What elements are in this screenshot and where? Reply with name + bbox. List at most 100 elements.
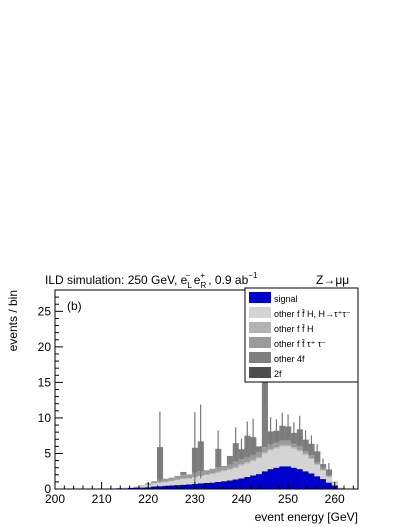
bar-3-17 [209, 468, 216, 474]
x-tick-label: 230 [185, 492, 205, 506]
bar-0-19 [221, 481, 228, 489]
bar-1-26 [261, 453, 268, 472]
x-tick-label: 220 [138, 492, 158, 506]
bar-0-26 [261, 471, 268, 489]
bar-1-30 [285, 446, 292, 467]
y-tick-label: 20 [38, 340, 52, 354]
bar-3-37 [325, 475, 333, 477]
bar-0-7 [151, 486, 158, 489]
bar-3-11 [174, 475, 181, 480]
bar-0-30 [285, 466, 292, 489]
bar-3-26 [261, 447, 268, 453]
bar-3-5 [139, 485, 146, 487]
bar-0-17 [209, 482, 216, 489]
bar-2-21 [232, 466, 239, 469]
title-sub-r: R [200, 281, 206, 290]
bar-2-28 [273, 447, 280, 449]
bar-2-24 [250, 459, 257, 462]
bar-2-27 [267, 449, 274, 451]
bar-0-3 [127, 487, 134, 489]
plot-area [110, 351, 344, 489]
bar-1-2 [122, 487, 129, 489]
bar-3-12 [180, 474, 187, 479]
bar-1-19 [221, 471, 228, 482]
bar-2-12 [180, 478, 187, 480]
bar-1-27 [267, 450, 274, 470]
bar-2-19 [221, 470, 228, 472]
bar-1-17 [209, 474, 216, 483]
bar-2-32 [296, 449, 303, 452]
bar-1-32 [296, 451, 303, 470]
legend-entry: other f f̄ H [274, 324, 314, 334]
bar-4-12 [180, 471, 187, 475]
bar-0-21 [232, 479, 239, 489]
bar-1-10 [168, 481, 175, 486]
x-axis-label: event energy [GeV] [255, 510, 358, 524]
legend-entry: other 4f [274, 354, 305, 364]
bar-0-12 [180, 484, 187, 489]
bar-1-3 [127, 487, 134, 488]
y-tick-label: 15 [38, 375, 52, 389]
bar-1-21 [232, 468, 239, 480]
bar-1-39 [337, 487, 344, 489]
bar-3-7 [151, 481, 158, 484]
y-tick-label: 5 [44, 446, 51, 460]
bar-4-26 [261, 378, 268, 448]
bar-3-23 [244, 457, 251, 462]
bar-1-8 [156, 482, 164, 487]
bar-1-25 [256, 458, 263, 475]
bar-3-21 [232, 461, 239, 467]
bar-0-4 [133, 487, 140, 489]
bar-1-29 [279, 446, 286, 467]
bar-1-15 [197, 476, 204, 484]
bar-3-10 [168, 477, 175, 481]
bar-0-15 [197, 483, 204, 489]
title-sup-minus: − [186, 271, 191, 280]
bar-2-34 [308, 458, 315, 460]
bar-2-29 [279, 444, 286, 447]
bar-2-17 [209, 473, 216, 475]
bar-2-22 [238, 464, 245, 466]
bar-1-4 [133, 486, 140, 488]
bar-0-9 [162, 485, 169, 489]
panel-label: (b) [67, 299, 82, 313]
bar-2-16 [203, 474, 210, 476]
bar-1-23 [244, 463, 251, 477]
y-axis-label: events / bin [6, 290, 20, 351]
bar-4-25 [256, 446, 263, 453]
bar-3-38 [331, 481, 338, 483]
bar-2-31 [290, 447, 298, 449]
channel-label: Z→μμ [316, 273, 349, 287]
bar-3-16 [203, 470, 210, 475]
bar-0-8 [156, 486, 164, 489]
title-e-plus: e [190, 273, 200, 287]
x-tick-label: 260 [325, 492, 345, 506]
bar-1-31 [290, 448, 298, 468]
bar-0-33 [302, 471, 309, 489]
bar-1-16 [203, 475, 210, 483]
bar-0-29 [279, 466, 286, 489]
bar-3-18 [215, 467, 222, 472]
bar-3-31 [290, 443, 298, 448]
bar-2-35 [314, 464, 321, 465]
bar-4-20 [226, 455, 234, 465]
legend: signal other f f̄ H, H→τ⁺τ⁻ other f f̄ H ot… [244, 287, 359, 383]
bar-1-34 [308, 459, 315, 474]
bar-1-20 [226, 469, 234, 481]
bar-2-36 [320, 469, 327, 471]
x-tick-label: 210 [92, 492, 112, 506]
bar-3-29 [279, 440, 286, 445]
bar-0-23 [244, 476, 251, 489]
bar-3-27 [267, 444, 274, 450]
bar-3-34 [308, 455, 315, 459]
bar-1-18 [215, 472, 222, 482]
bar-1-9 [162, 482, 169, 486]
bar-0-13 [186, 484, 193, 489]
bar-2-30 [285, 444, 292, 447]
legend-swatch [249, 322, 271, 333]
bar-0-24 [250, 475, 257, 489]
bar-0-5 [139, 487, 146, 489]
title-sup-inv: −1 [248, 271, 258, 280]
bar-0-36 [320, 479, 327, 489]
